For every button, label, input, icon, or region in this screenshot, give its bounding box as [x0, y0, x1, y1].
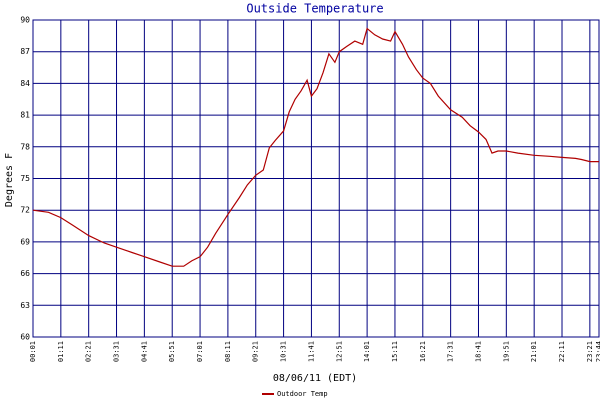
- x-tick-label: 09:21: [252, 341, 260, 362]
- y-tick-label: 90: [20, 16, 30, 25]
- y-tick-label: 72: [20, 206, 30, 215]
- x-tick-label: 14:01: [363, 341, 371, 362]
- x-tick-label: 18:41: [474, 341, 482, 362]
- plot-border: [32, 19, 600, 338]
- x-tick-label: 05:51: [168, 341, 176, 362]
- y-tick-label: 87: [20, 47, 30, 56]
- x-tick-label: 15:11: [391, 341, 399, 362]
- x-tick-label: 02:21: [85, 341, 93, 362]
- y-tick-label: 69: [20, 237, 30, 246]
- x-tick-label: 08:11: [224, 341, 232, 362]
- y-tick-label: 60: [20, 333, 30, 342]
- x-tick-label: 19:51: [502, 341, 510, 362]
- x-tick-label: 23:44: [595, 341, 600, 362]
- y-tick-label: 75: [20, 174, 30, 183]
- data-line: [32, 27, 599, 267]
- y-tick-label: 66: [20, 269, 30, 278]
- legend-label: Outdoor Temp: [277, 390, 328, 398]
- x-axis-label: 08/06/11 (EDT): [273, 373, 357, 384]
- x-tick-label: 17:31: [447, 341, 455, 362]
- y-tick-label: 81: [20, 111, 30, 120]
- x-tick-label: 00:01: [29, 341, 37, 362]
- x-tick-label: 10:31: [280, 341, 288, 362]
- y-tick-label: 63: [20, 301, 30, 310]
- y-axis-label: Degrees F: [4, 153, 15, 207]
- x-tick-label: 21:01: [530, 341, 538, 362]
- y-tick-label: 84: [20, 79, 30, 88]
- y-tick-label: 78: [20, 142, 30, 151]
- x-tick-label: 11:41: [307, 341, 315, 362]
- chart-title: Outside Temperature: [246, 2, 383, 16]
- x-tick-label: 03:31: [113, 341, 121, 362]
- x-tick-label: 22:11: [558, 341, 566, 362]
- x-tick-label: 01:11: [57, 341, 65, 362]
- x-tick-label: 07:01: [196, 341, 204, 362]
- x-tick-label: 12:51: [335, 341, 343, 362]
- x-tick-label: 23:21: [586, 341, 594, 362]
- x-tick-label: 04:41: [140, 341, 148, 362]
- x-tick-label: 16:21: [419, 341, 427, 362]
